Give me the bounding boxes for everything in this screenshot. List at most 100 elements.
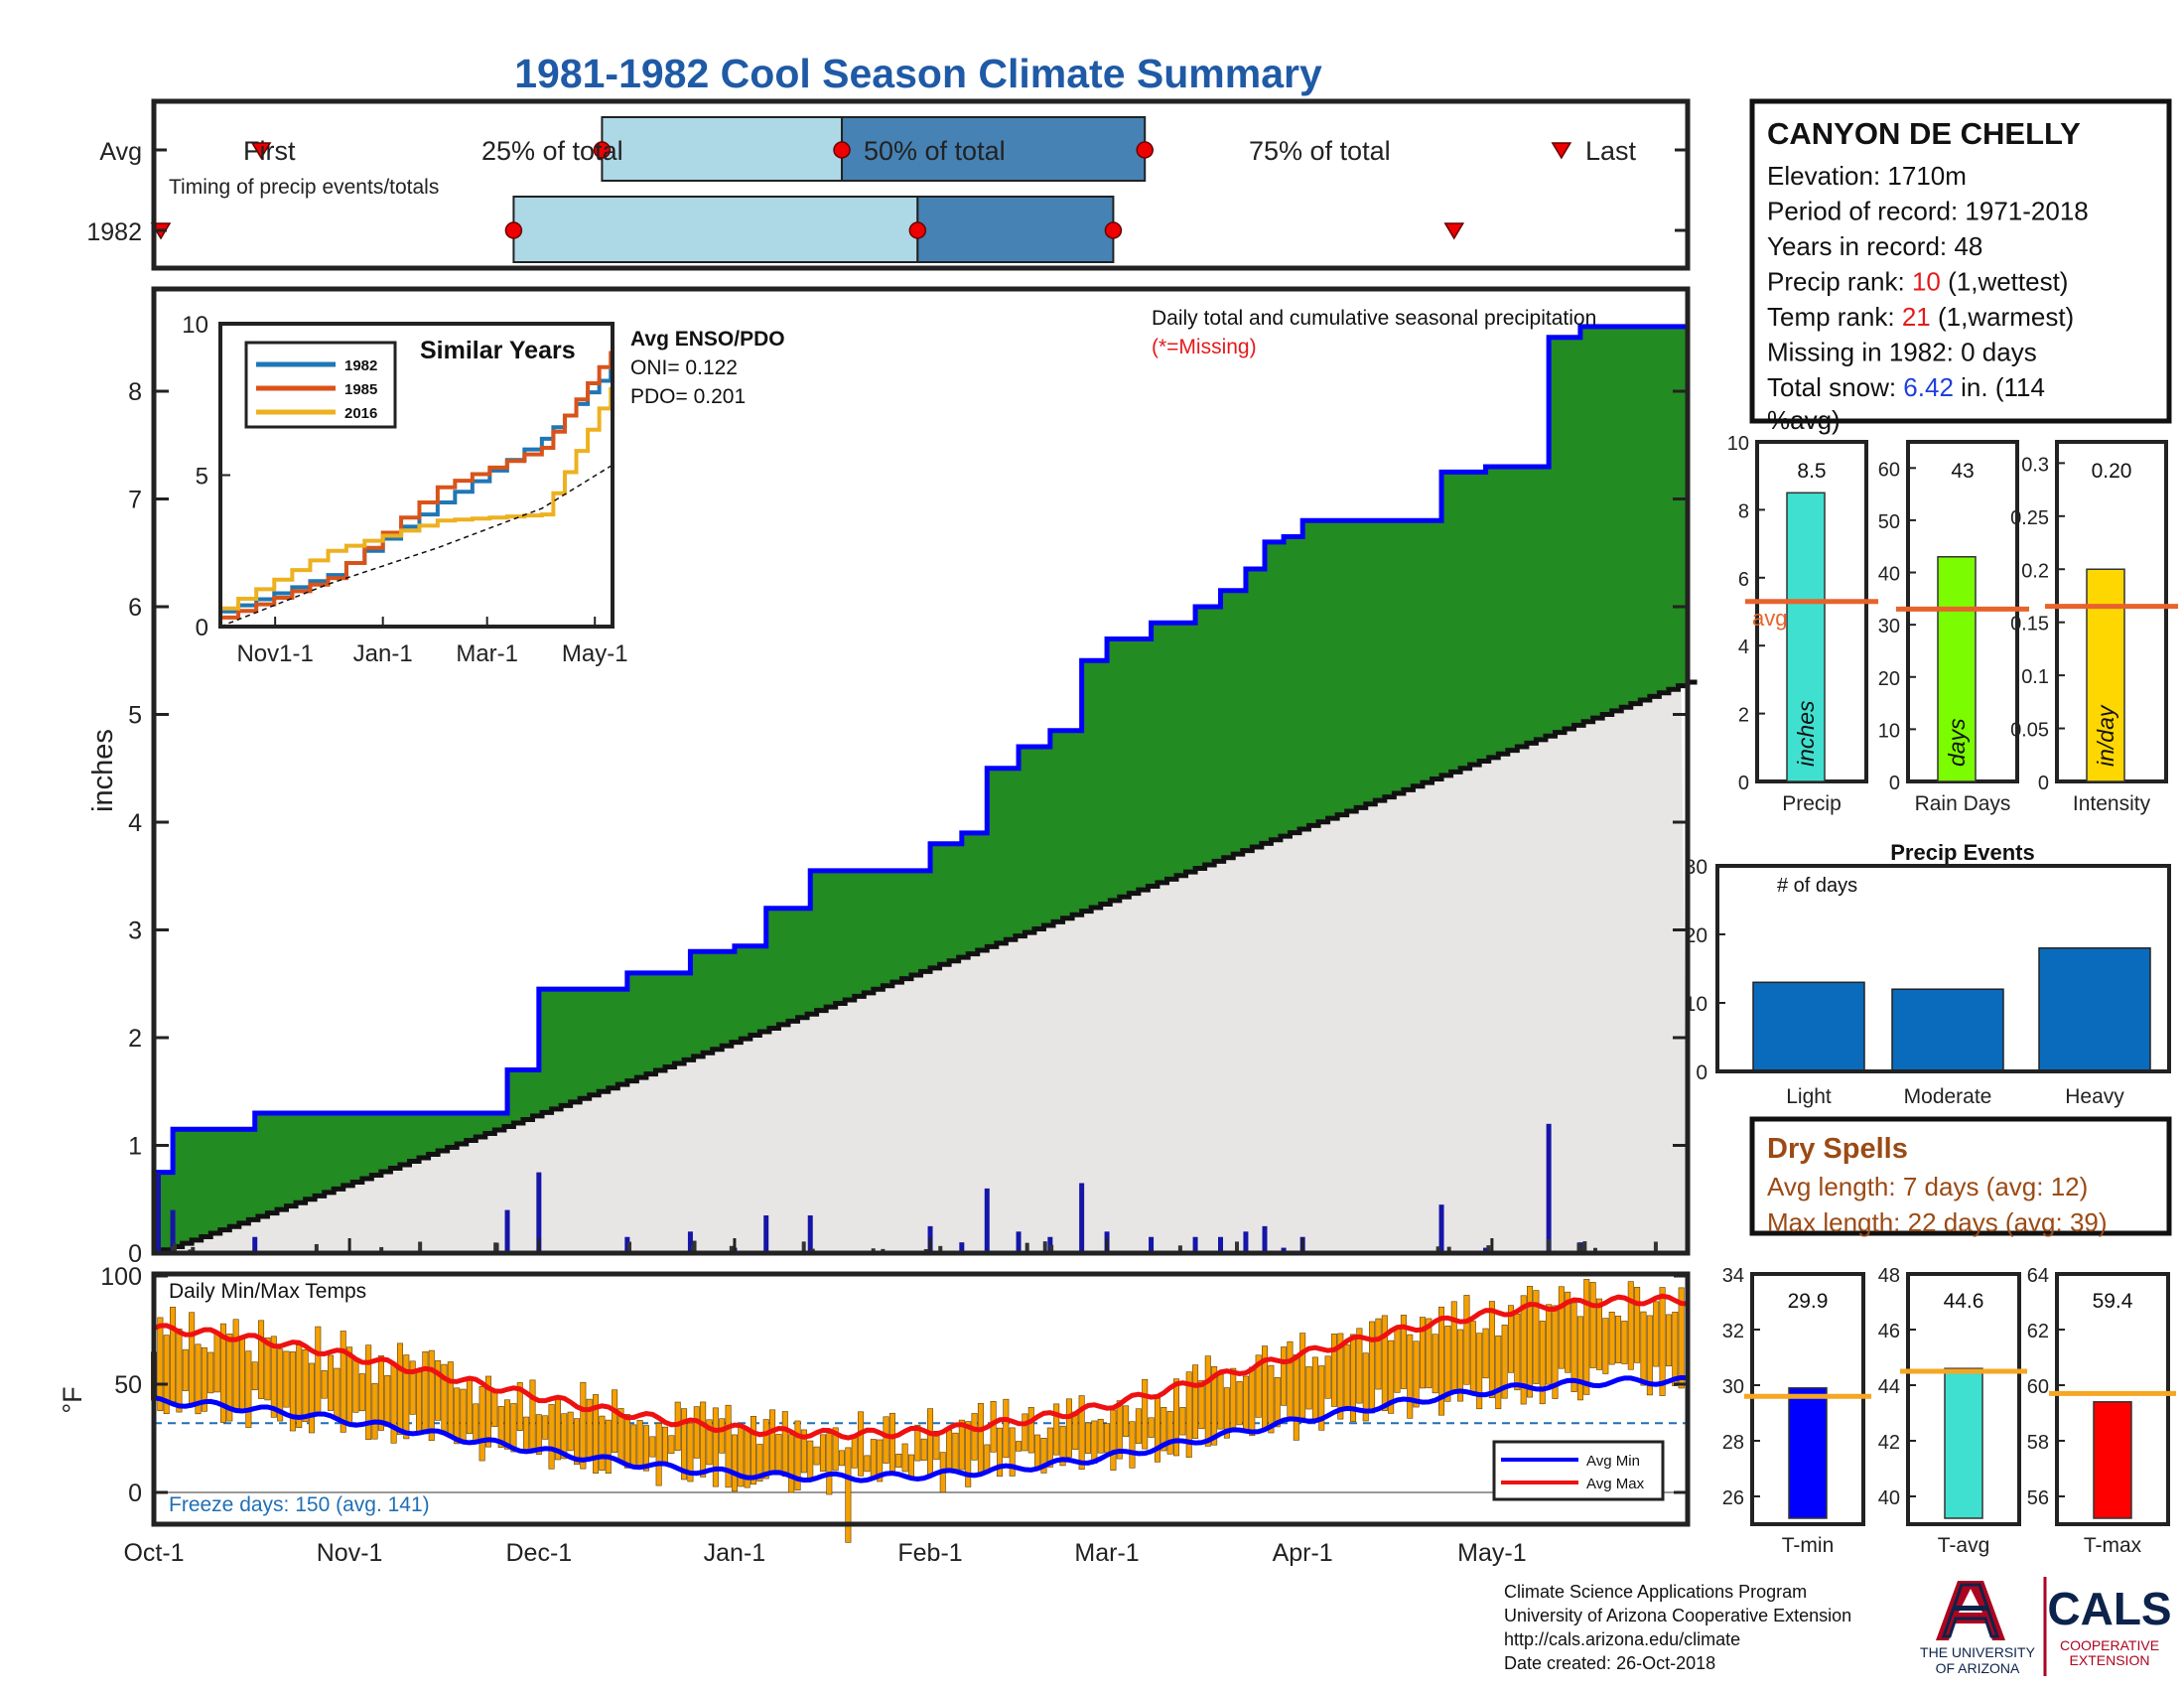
daily-precip-bar — [624, 1236, 630, 1253]
daily-temp-bar — [396, 1342, 403, 1435]
daily-temp-bar — [1255, 1354, 1262, 1418]
daily-temp-bar — [1576, 1316, 1583, 1401]
daily-precip-bar — [156, 1172, 161, 1253]
timing-year-box-50-75 — [916, 196, 1115, 263]
summary-ytick-label: 0.3 — [2021, 454, 2049, 476]
daily-temp-bar — [914, 1424, 921, 1462]
footer-line-1: Climate Science Applications Program — [1504, 1582, 1807, 1602]
summary-name: Precip — [1782, 792, 1842, 815]
daily-temp-bar — [877, 1439, 884, 1482]
daily-trace-bar — [1042, 1241, 1047, 1253]
daily-temp-bar — [561, 1413, 568, 1460]
inset-average-line — [219, 465, 612, 628]
xtick-label: May-1 — [1457, 1539, 1526, 1567]
summary-ytick-label: 40 — [1878, 564, 1900, 586]
tbar-ytick-label: 26 — [1722, 1487, 1744, 1509]
daily-temp-bar — [623, 1414, 630, 1469]
daily-precip-bar — [1546, 1123, 1552, 1253]
daily-temp-bar — [1268, 1364, 1275, 1434]
daily-temp-bar — [1135, 1408, 1142, 1444]
daily-temp-bar — [1426, 1318, 1433, 1389]
daily-temp-bar — [1482, 1328, 1489, 1379]
tbar-ytick-label: 42 — [1878, 1432, 1900, 1454]
daily-trace-bar — [1547, 1238, 1552, 1253]
inset-legend-label: 1982 — [344, 357, 377, 374]
daily-temp-bar — [1091, 1420, 1098, 1464]
daily-temp-bar — [1249, 1366, 1256, 1437]
daily-temp-bar — [681, 1408, 688, 1481]
daily-temp-bar — [605, 1419, 612, 1475]
summary-name: Rain Days — [1915, 792, 2011, 815]
inset-ytick-label: 10 — [182, 312, 208, 339]
daily-temp-bar — [454, 1387, 461, 1445]
daily-temp-bar — [1053, 1403, 1060, 1456]
daily-temp-bar — [946, 1429, 953, 1473]
main-note: Daily total and cumulative seasonal prec… — [1152, 307, 1596, 330]
daily-temp-bar — [1463, 1295, 1470, 1385]
daily-precip-bar — [1438, 1204, 1444, 1253]
temp-ytick-label: 50 — [114, 1371, 142, 1399]
daily-temp-bar — [1507, 1305, 1514, 1373]
events-ytick-label: 30 — [1685, 856, 1707, 879]
station-line-3: Precip rank: 10 (1,wettest) — [1767, 267, 2068, 297]
daily-precip-bar — [536, 1172, 542, 1253]
daily-temp-bar — [864, 1455, 871, 1473]
daily-trace-bar — [1177, 1245, 1182, 1253]
daily-temp-bar — [491, 1389, 498, 1427]
daily-temp-bar — [390, 1363, 397, 1444]
daily-temp-bar — [1362, 1352, 1369, 1422]
tbar-ytick-label: 60 — [2027, 1376, 2049, 1398]
daily-temp-bar — [807, 1440, 814, 1481]
daily-temp-bar — [403, 1354, 410, 1440]
event-bar-Moderate — [1891, 988, 2004, 1072]
daily-temp-bar — [996, 1427, 1003, 1478]
daily-temp-bar — [1236, 1381, 1243, 1426]
timing-avg-first-marker — [250, 142, 272, 160]
daily-temp-bar — [157, 1317, 164, 1412]
daily-temp-bar — [832, 1427, 839, 1472]
daily-temp-bar — [870, 1439, 877, 1478]
daily-temp-bar — [239, 1339, 246, 1411]
daily-temp-bar — [1318, 1365, 1325, 1431]
daily-precip-bar — [687, 1231, 693, 1253]
daily-temp-bar — [1356, 1328, 1363, 1404]
daily-temp-bar — [460, 1388, 467, 1442]
temp-bar-panels: 29.9 T-min 26 28 30 32 34 44.6 T-avg 40 42 44 46 48 59… — [1722, 1265, 2176, 1557]
daily-temp-bar — [484, 1375, 491, 1448]
main-ytick-label: 2 — [128, 1025, 142, 1053]
daily-precip-bar — [1016, 1231, 1022, 1253]
station-line-suffix: (1,warmest) — [1931, 302, 2074, 332]
daily-precip-bar — [504, 1209, 510, 1253]
summary-ytick-label: 50 — [1878, 511, 1900, 533]
daily-temp-bar — [308, 1362, 315, 1434]
daily-temp-bar — [920, 1438, 927, 1461]
daily-temp-bar — [283, 1350, 290, 1408]
tbar-ytick-label: 58 — [2027, 1432, 2049, 1454]
station-info-box: CANYON DE CHELLY Elevation: 1710m Period … — [1749, 98, 2172, 435]
daily-temp-bar — [751, 1416, 757, 1485]
page-title: 1981-1982 Cool Season Climate Summary — [514, 51, 1322, 96]
daily-temp-bar — [1078, 1395, 1085, 1471]
summary-value: 8.5 — [1797, 460, 1826, 483]
summary-bar-Rain Days — [1937, 556, 1977, 782]
avg-min-line — [153, 1374, 1689, 1483]
summary-ytick-label: 0.15 — [2010, 614, 2049, 635]
station-line-label: Precip rank: — [1767, 267, 1912, 297]
timing-avg-p25-marker — [593, 141, 612, 159]
station-line-label: Temp rank: — [1767, 302, 1902, 332]
daily-temp-bar — [1444, 1326, 1451, 1402]
daily-trace-bar — [1653, 1241, 1658, 1253]
daily-temp-bar — [599, 1415, 606, 1472]
station-line-label: Missing in 1982: 0 days — [1767, 338, 2037, 367]
tbar-ytick-label: 56 — [2027, 1487, 2049, 1509]
daily-temp-bar — [1350, 1334, 1357, 1422]
daily-temp-bar — [1476, 1333, 1483, 1410]
daily-trace-bar — [691, 1244, 696, 1253]
daily-temp-bar — [1608, 1312, 1615, 1365]
station-line-4: Temp rank: 21 (1,warmest) — [1767, 302, 2074, 332]
daily-temp-bar — [497, 1406, 504, 1448]
daily-temp-bar — [1148, 1417, 1155, 1438]
footer-line-3: http://cals.arizona.edu/climate — [1504, 1629, 1740, 1649]
daily-temp-bar — [163, 1335, 170, 1415]
